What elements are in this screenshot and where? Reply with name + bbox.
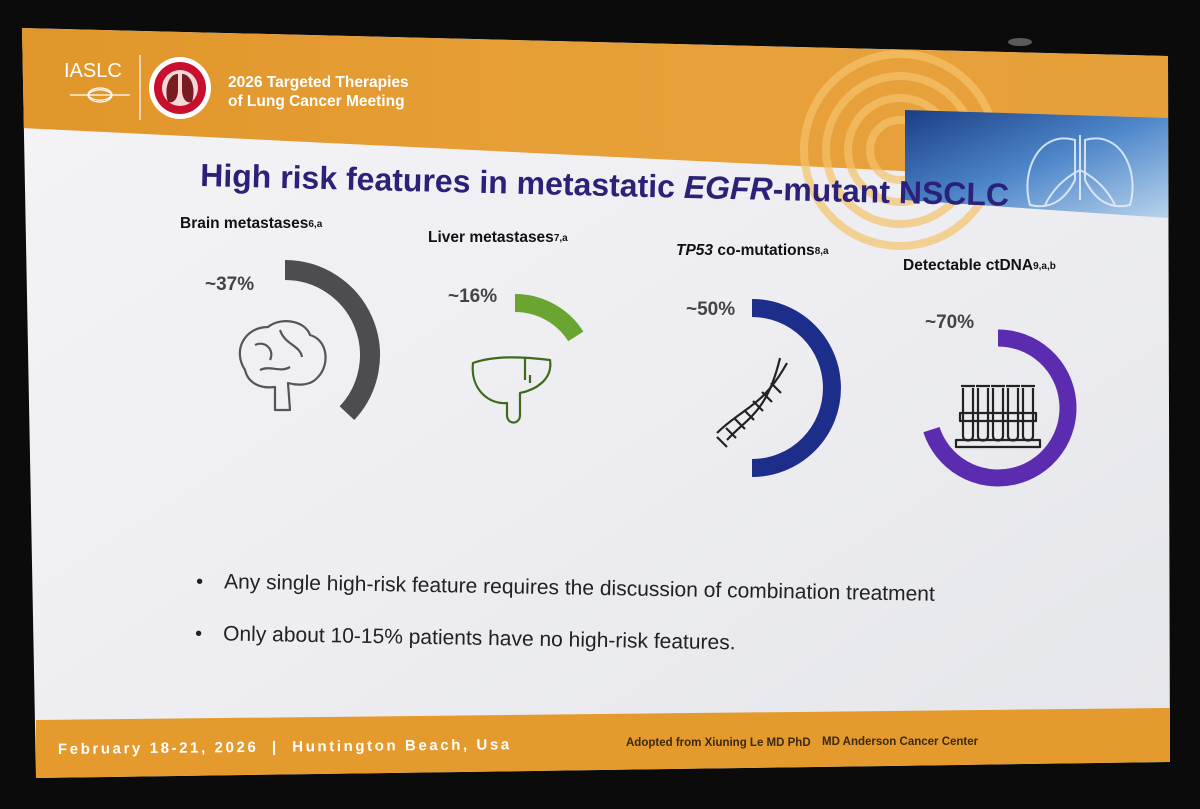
footer-credit: Adopted from Xiuning Le MD PhD xyxy=(626,737,811,749)
org-name: IASLC xyxy=(64,60,122,82)
feature-heading: Brain metastases6,a xyxy=(180,215,323,232)
feature-name-suffix: co-mutations xyxy=(713,242,815,259)
feature-panels: Brain metastases6,a ~37% Liver metastases… xyxy=(180,215,1077,487)
feature-progress-arc xyxy=(514,294,584,342)
feature-reference: 7,a xyxy=(554,233,568,244)
feature-name: TP53 xyxy=(676,242,713,259)
slide-background xyxy=(22,28,1170,778)
liver-icon xyxy=(471,356,552,424)
footer-banner xyxy=(36,708,1170,778)
feature-percent-label: ~70% xyxy=(925,312,974,333)
feature-panel: Brain metastases6,a ~37% xyxy=(180,215,380,421)
feature-reference: 6,a xyxy=(308,219,322,230)
feature-progress-arc xyxy=(751,299,841,477)
caduceus-icon xyxy=(70,87,130,103)
feature-progress-arc xyxy=(923,329,1077,487)
lung-seal-icon xyxy=(149,57,211,119)
feature-percent-label: ~16% xyxy=(448,286,497,307)
ceiling-light xyxy=(1008,38,1032,46)
feature-heading: Detectable ctDNA9,a,b xyxy=(903,257,1056,274)
feature-name: Brain metastases xyxy=(180,215,308,232)
meeting-title-line1: 2026 Targeted Therapies xyxy=(228,74,409,91)
feature-reference: 8,a xyxy=(815,246,829,257)
footer-institution: MD Anderson Cancer Center xyxy=(822,736,979,748)
feature-name: Detectable ctDNA xyxy=(903,257,1033,274)
bullet-marker: • xyxy=(195,623,202,645)
feature-percent-label: ~37% xyxy=(205,274,254,295)
feature-heading: Liver metastases7,a xyxy=(428,229,568,246)
feature-panel: Liver metastases7,a ~16% xyxy=(428,229,584,424)
feature-name: Liver metastases xyxy=(428,229,554,246)
meeting-title-line2: of Lung Cancer Meeting xyxy=(228,93,405,110)
feature-heading: TP53 co-mutations8,a xyxy=(676,242,829,259)
bullet-marker: • xyxy=(196,571,203,593)
slide-title-part2: -mutant NSCLC xyxy=(772,171,1009,213)
lung-image-panel xyxy=(905,110,1168,218)
header-banner xyxy=(22,28,1168,184)
test-tubes-icon xyxy=(954,384,1042,449)
slide-title-italic: EGFR xyxy=(683,169,773,207)
brain-icon xyxy=(238,320,327,412)
dna-icon xyxy=(716,357,788,448)
feature-panel: Detectable ctDNA9,a,b ~70% xyxy=(903,257,1077,487)
feature-panel: TP53 co-mutations8,a ~50% xyxy=(676,242,841,477)
feature-reference: 9,a,b xyxy=(1033,261,1056,272)
feature-progress-arc xyxy=(284,260,380,421)
lung-icon xyxy=(1026,135,1134,208)
footer-date-location: February 18-21, 2026 | Huntington Beach,… xyxy=(58,736,512,758)
feature-percent-label: ~50% xyxy=(686,299,735,320)
